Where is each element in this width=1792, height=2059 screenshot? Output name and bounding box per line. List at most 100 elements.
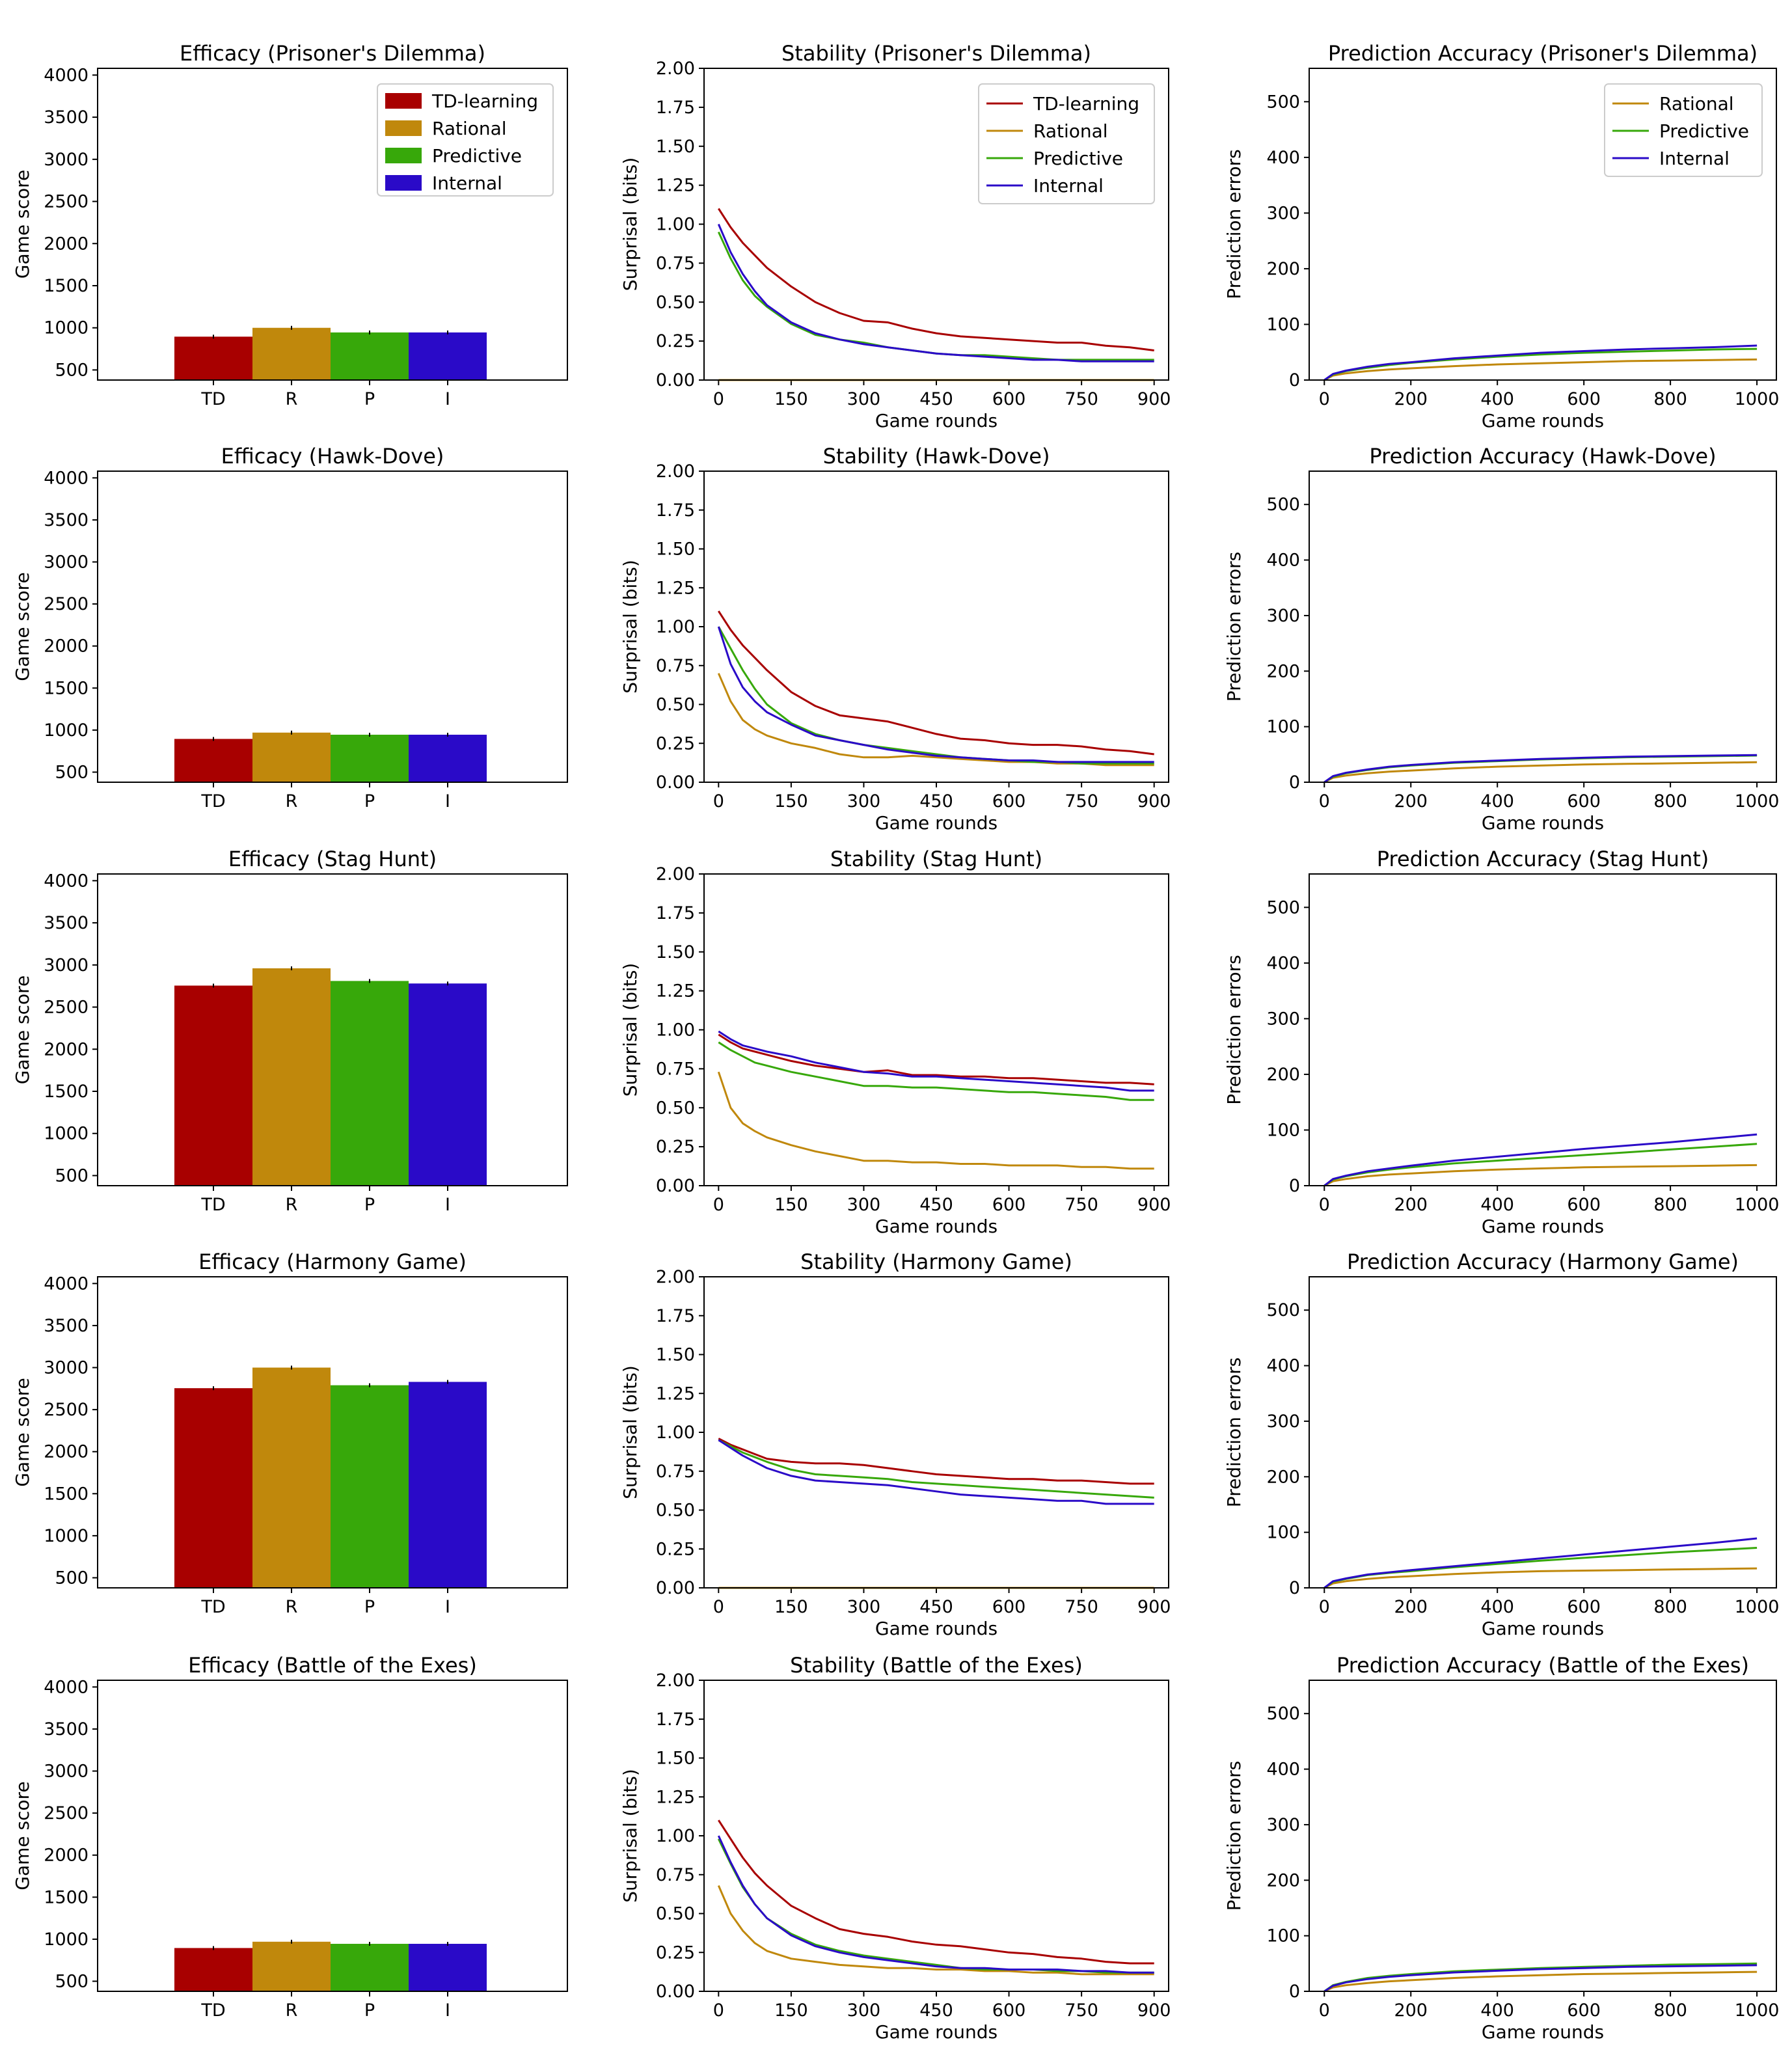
y-tick-label: 200: [1266, 1467, 1300, 1487]
panel-title: Efficacy (Battle of the Exes): [188, 1653, 477, 1678]
y-tick-label: 200: [1266, 1065, 1300, 1085]
y-tick-label: 300: [1266, 1411, 1300, 1432]
x-axis-label: Game rounds: [1482, 2021, 1604, 2043]
series-line-rational: [717, 1885, 1154, 1976]
plot-frame: [97, 470, 568, 783]
y-tick-label: 300: [1266, 1009, 1300, 1029]
x-tick-label: 200: [1394, 389, 1428, 409]
series-line-rational: [1324, 1970, 1758, 1993]
y-tick-label: 100: [1266, 1523, 1300, 1543]
bar-r: [252, 1367, 331, 1588]
x-tick-label: 900: [1137, 2000, 1171, 2021]
bar-i: [409, 332, 487, 380]
x-tick-label: 300: [847, 1597, 881, 1617]
panel-title: Prediction Accuracy (Stag Hunt): [1377, 847, 1709, 871]
x-tick-label: R: [286, 389, 298, 409]
legend: TD-learning Rational Predictive Internal: [377, 83, 554, 197]
y-axis-label: Game score: [12, 170, 33, 279]
y-tick-label: 0.50: [656, 695, 695, 715]
plot-frame: [1309, 1680, 1777, 1992]
x-tick-label: R: [286, 791, 298, 811]
panel-3: Prediction Accuracy (Prisoner's Dilemma)…: [1223, 41, 1779, 431]
legend-label: Predictive: [1033, 148, 1123, 169]
y-tick-label: 3500: [44, 913, 88, 933]
y-tick-label: 1.50: [656, 942, 695, 962]
x-tick-label: 0: [713, 1597, 724, 1617]
y-tick-label: 1000: [44, 720, 88, 741]
panel-title: Stability (Stag Hunt): [830, 847, 1042, 871]
x-tick-label: 750: [1065, 389, 1098, 409]
y-tick-label: 500: [55, 1568, 88, 1588]
y-tick-label: 1000: [44, 1124, 88, 1144]
panel-5: Stability (Hawk-Dove) 0.00 0.25 0.50 0.75 1.0…: [619, 444, 1171, 834]
series-line-rational: [717, 673, 1154, 767]
series-line-predictive: [717, 1838, 1154, 1974]
y-tick-label: 0.00: [656, 1982, 695, 2002]
x-tick-label: 600: [992, 1597, 1026, 1617]
y-tick-label: 0: [1289, 772, 1300, 793]
x-tick-label: 450: [919, 791, 953, 811]
y-tick-label: 500: [1266, 92, 1300, 112]
y-tick-label: 3500: [44, 107, 88, 128]
y-tick-label: 2000: [44, 1442, 88, 1462]
x-tick-label: 200: [1394, 1597, 1428, 1617]
y-tick-label: 1.25: [656, 578, 695, 598]
y-tick-label: 0.75: [656, 656, 695, 676]
y-tick-label: 300: [1266, 606, 1300, 626]
x-tick-label: TD: [200, 791, 225, 811]
x-tick-label: 450: [919, 1195, 953, 1215]
series-line-predictive: [718, 1041, 1154, 1101]
x-tick-label: TD: [200, 2000, 225, 2021]
y-axis-label: Game score: [12, 1378, 33, 1487]
legend-label: Rational: [432, 118, 507, 139]
y-tick-label: 3000: [44, 1358, 88, 1378]
x-tick-label: 900: [1137, 389, 1171, 409]
y-tick-label: 0.00: [656, 1176, 695, 1196]
y-axis-label: Game score: [12, 975, 33, 1085]
y-tick-label: 0.25: [656, 1539, 695, 1559]
y-tick-label: 1.50: [656, 1749, 695, 1769]
y-tick-label: 0.50: [656, 1098, 695, 1118]
panel-7: Efficacy (Stag Hunt) 500 1000 1500 2000 2500 3…: [12, 847, 568, 1215]
legend-label: Internal: [1033, 175, 1104, 197]
panel-1: Efficacy (Prisoner's Dilemma) 500 1000 1500…: [12, 41, 568, 409]
y-tick-label: 500: [1266, 897, 1300, 918]
y-tick-label: 1500: [44, 678, 88, 698]
panel-11: Stability (Harmony Game) 0.00 0.25 0.50 0.75…: [619, 1249, 1171, 1639]
x-axis-label: Game rounds: [875, 812, 998, 834]
x-tick-label: R: [286, 1195, 298, 1215]
y-tick-label: 300: [1266, 203, 1300, 223]
bar-td: [174, 1948, 252, 1991]
x-tick-label: I: [445, 389, 450, 409]
series-line-td-learning: [718, 1820, 1154, 1965]
x-tick-label: P: [364, 1195, 375, 1215]
panel-8: Stability (Stag Hunt) 0.00 0.25 0.50 0.75 1.0…: [619, 847, 1171, 1237]
x-tick-label: 1000: [1735, 1597, 1780, 1617]
series-line-td-learning: [718, 208, 1154, 351]
y-tick-label: 1000: [44, 318, 88, 338]
y-tick-label: 0.25: [656, 331, 695, 351]
y-tick-label: 1.75: [656, 1306, 695, 1326]
x-tick-label: 300: [847, 389, 881, 409]
series-line-td-learning: [718, 610, 1154, 756]
x-tick-label: 800: [1653, 1195, 1687, 1215]
series-line-predictive: [1324, 1547, 1758, 1589]
legend-label: Rational: [1659, 93, 1734, 115]
x-tick-label: 1000: [1735, 389, 1780, 409]
x-tick-label: 450: [919, 2000, 953, 2021]
legend-label: Internal: [432, 172, 502, 194]
y-tick-label: 500: [55, 1166, 88, 1186]
y-tick-label: 400: [1266, 148, 1300, 168]
x-tick-label: 0: [1319, 1195, 1330, 1215]
x-tick-label: 400: [1480, 2000, 1514, 2021]
x-tick-label: P: [364, 1597, 375, 1617]
bar-r: [252, 968, 331, 1186]
plot-frame: [703, 470, 1169, 783]
legend-label: Internal: [1659, 148, 1730, 169]
bar-p: [331, 981, 409, 1186]
y-tick-label: 0.50: [656, 1501, 695, 1521]
panel-title: Prediction Accuracy (Battle of the Exes): [1337, 1653, 1749, 1678]
y-tick-label: 400: [1266, 551, 1300, 571]
series-line-rational: [717, 1071, 1154, 1170]
series-line-internal: [718, 1439, 1154, 1505]
